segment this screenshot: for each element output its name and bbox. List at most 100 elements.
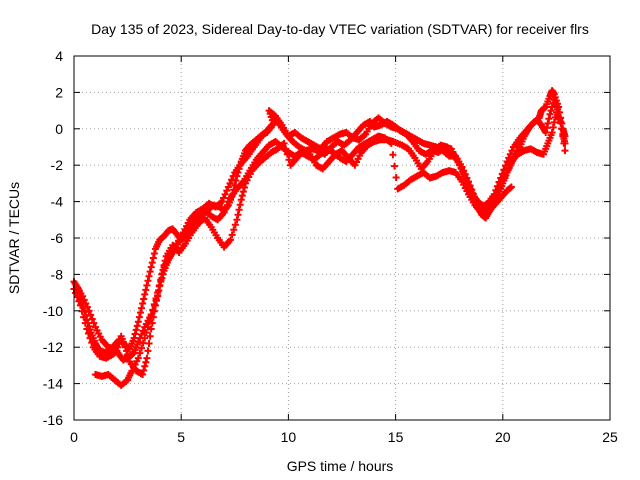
data-point — [80, 313, 88, 321]
data-point — [237, 196, 245, 204]
data-point — [139, 300, 147, 308]
data-point — [142, 358, 150, 366]
data-point — [228, 231, 236, 239]
data-point — [234, 211, 242, 219]
data-point — [389, 151, 397, 159]
data-point — [150, 300, 158, 308]
x-axis-label: GPS time / hours — [287, 458, 394, 474]
data-point — [85, 307, 93, 315]
data-point — [134, 354, 142, 362]
data-point — [79, 292, 87, 300]
data-point — [140, 366, 148, 374]
data-point — [83, 303, 91, 311]
data-point — [236, 201, 244, 209]
data-point — [132, 326, 140, 334]
data-point — [497, 174, 505, 182]
data-point — [506, 150, 514, 158]
data-point — [508, 147, 516, 155]
data-point — [82, 300, 90, 308]
data-point — [561, 147, 569, 155]
data-point — [223, 201, 231, 209]
data-point — [227, 236, 235, 244]
data-point — [558, 119, 566, 127]
data-point — [121, 343, 129, 351]
data-point — [556, 108, 564, 116]
data-point — [228, 176, 236, 184]
data-point — [561, 132, 569, 140]
chart-title: Day 135 of 2023, Sidereal Day-to-day VTE… — [91, 21, 589, 37]
data-point — [141, 334, 149, 342]
data-point — [141, 362, 149, 370]
data-point — [134, 318, 142, 326]
data-point — [141, 290, 149, 298]
data-point — [131, 330, 139, 338]
data-points — [70, 87, 569, 389]
y-tick-label: 0 — [55, 121, 63, 137]
data-point — [545, 115, 553, 123]
data-point — [146, 268, 154, 276]
data-point — [392, 173, 400, 181]
data-point — [152, 295, 160, 303]
x-tick-label: 25 — [602, 429, 618, 445]
data-point — [503, 158, 511, 166]
data-point — [223, 187, 231, 195]
data-point — [468, 186, 476, 194]
data-point — [81, 319, 89, 327]
data-point — [500, 166, 508, 174]
data-point — [239, 188, 247, 196]
data-point — [134, 338, 142, 346]
data-point — [492, 186, 500, 194]
y-tick-label: -2 — [51, 157, 64, 173]
data-point — [220, 194, 228, 202]
x-tick-label: 5 — [177, 429, 185, 445]
data-point — [149, 306, 157, 314]
y-axis-label: SDTVAR / TECUs — [6, 182, 22, 294]
data-point — [557, 114, 565, 122]
data-point — [225, 198, 233, 206]
y-tick-label: -16 — [43, 412, 63, 428]
data-point — [280, 139, 288, 147]
data-point — [460, 167, 468, 175]
y-tick-label: -6 — [51, 230, 64, 246]
data-point — [144, 277, 152, 285]
data-point — [495, 178, 503, 186]
data-point — [147, 312, 155, 320]
data-point — [142, 329, 150, 337]
sdtvar-track-d — [91, 87, 569, 389]
data-point — [145, 272, 153, 280]
data-point — [123, 347, 131, 355]
data-point — [285, 156, 293, 164]
sdtvar-track-a — [70, 96, 569, 357]
data-point — [231, 221, 239, 229]
y-tick-label: -12 — [43, 339, 63, 355]
data-point — [549, 123, 557, 131]
y-tick-label: 4 — [55, 48, 63, 64]
data-point — [146, 318, 154, 326]
data-point — [490, 190, 498, 198]
data-point — [149, 254, 157, 262]
data-point — [145, 340, 153, 348]
data-point — [86, 334, 94, 342]
x-tick-label: 0 — [70, 429, 78, 445]
data-point — [501, 162, 509, 170]
data-point — [87, 311, 95, 319]
data-point — [230, 226, 238, 234]
data-point — [90, 319, 98, 327]
data-point — [136, 309, 144, 317]
data-point — [147, 263, 155, 271]
data-point — [458, 163, 466, 171]
data-point — [240, 183, 248, 191]
data-point — [76, 301, 84, 309]
data-point — [550, 118, 558, 126]
data-point — [88, 339, 96, 347]
x-tick-label: 10 — [281, 429, 297, 445]
data-point — [139, 371, 147, 378]
data-point — [144, 347, 152, 355]
y-tick-label: 2 — [55, 84, 63, 100]
data-point — [218, 198, 226, 206]
data-point — [220, 209, 228, 217]
data-point — [139, 339, 147, 347]
data-point — [391, 162, 399, 170]
x-tick-label: 15 — [388, 429, 404, 445]
data-point — [238, 192, 246, 200]
